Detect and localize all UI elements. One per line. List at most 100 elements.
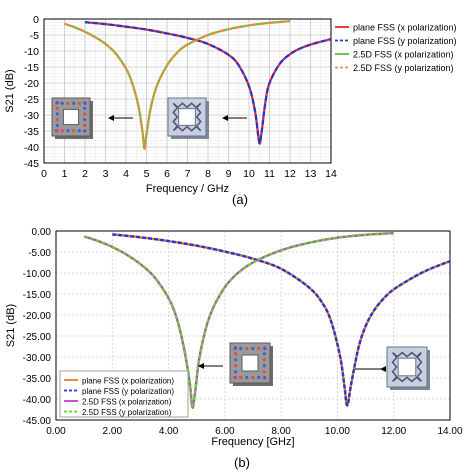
via-dot bbox=[55, 112, 59, 116]
caption-a: (a) bbox=[232, 192, 248, 207]
x-tick-label: 1 bbox=[62, 168, 68, 180]
via-dot bbox=[83, 112, 87, 116]
x-tick-label: 11 bbox=[264, 168, 275, 180]
via-dot bbox=[251, 347, 255, 351]
y-tick-label: -30.00 bbox=[23, 353, 52, 364]
via-dot bbox=[83, 129, 87, 133]
y-tick-label: -45 bbox=[24, 158, 39, 170]
via-dot bbox=[257, 347, 261, 351]
x-tick-label: 13 bbox=[305, 168, 317, 180]
x-tick-label: 12 bbox=[284, 168, 296, 180]
via-dot bbox=[55, 129, 59, 133]
via-dot bbox=[234, 352, 238, 356]
via-dot bbox=[245, 347, 249, 351]
x-tick-label: 4 bbox=[123, 168, 129, 180]
y-tick-label: -15.00 bbox=[23, 290, 52, 301]
via-dot bbox=[262, 358, 266, 362]
y-tick-label: -35.00 bbox=[23, 374, 52, 385]
via-dot bbox=[234, 364, 238, 368]
via-dot bbox=[234, 346, 238, 350]
via-dot bbox=[60, 129, 64, 133]
unit-cell-hole bbox=[62, 108, 80, 126]
x-tick-label: 8 bbox=[205, 168, 211, 180]
annotation-arrow-head bbox=[222, 115, 228, 121]
via-dot bbox=[263, 347, 267, 351]
chart-panel-b: 0.00 2.00 4.00 6.00 8.00 10.00 12.00 14.000.00-… bbox=[5, 227, 463, 448]
y-tick-label: -20 bbox=[24, 78, 39, 90]
x-tick-label: 10 bbox=[243, 168, 255, 180]
via-dot bbox=[234, 376, 238, 380]
y-tick-label: -40 bbox=[24, 142, 39, 154]
unit-cell-hole bbox=[241, 354, 259, 372]
plot-frame bbox=[55, 230, 451, 421]
y-tick-label: 0.00 bbox=[32, 227, 52, 238]
via-dot bbox=[77, 101, 81, 105]
via-dot bbox=[262, 364, 266, 368]
y-tick-label: -5 bbox=[30, 30, 39, 42]
via-dot bbox=[83, 118, 87, 122]
series-line-2 bbox=[64, 20, 291, 151]
chart-panel-a: 0 1 2 3 4 5 6 7 8 9 10 11 12 13 140-5-10-15-20-25-30-3… bbox=[4, 14, 457, 195]
legend-entry-2: 2.5D FSS (x polarization) bbox=[353, 50, 454, 60]
via-dot bbox=[83, 106, 87, 110]
legend-entry-1: plane FSS (y polarization) bbox=[353, 36, 457, 46]
x-tick-label: 14.00 bbox=[437, 426, 462, 437]
via-dot bbox=[234, 358, 238, 362]
y-tick-label: -15 bbox=[24, 62, 39, 74]
via-dot bbox=[77, 129, 81, 133]
x-tick-label: 10.00 bbox=[325, 426, 350, 437]
legend: plane FSS (x polarization)plane FSS (y p… bbox=[59, 370, 189, 418]
via-dot bbox=[251, 375, 255, 379]
via-dot bbox=[72, 129, 76, 133]
y-tick-label: -40.00 bbox=[23, 395, 52, 406]
annotation-arrow-head bbox=[198, 363, 204, 369]
x-tick-label: 8.00 bbox=[271, 426, 291, 437]
via-dot bbox=[239, 347, 243, 351]
y-tick-label: -35 bbox=[24, 126, 39, 138]
x-tick-label: 4.00 bbox=[159, 426, 179, 437]
x-tick-label: 5 bbox=[144, 168, 150, 180]
via-dot bbox=[83, 101, 87, 105]
y-tick-label: -20.00 bbox=[23, 311, 52, 322]
annotation-arrow-head bbox=[108, 115, 114, 121]
x-tick-label: 6 bbox=[164, 168, 170, 180]
caption-b: (b) bbox=[234, 455, 250, 470]
via-dot bbox=[83, 123, 87, 127]
y-tick-label: -25 bbox=[24, 94, 39, 106]
x-tick-label: 14 bbox=[325, 168, 337, 180]
via-dot bbox=[262, 352, 266, 356]
y-tick-label: 0 bbox=[33, 14, 39, 26]
via-dot bbox=[234, 370, 238, 374]
x-tick-label: 0 bbox=[41, 168, 47, 180]
legend-entry-0: plane FSS (x polarization) bbox=[353, 23, 457, 33]
unit-cell-hole bbox=[178, 108, 196, 126]
legend-entry-3: 2.5D FSS (y polarization) bbox=[82, 408, 172, 417]
x-tick-label: 9 bbox=[226, 168, 232, 180]
y-tick-label: -5.00 bbox=[28, 248, 51, 259]
unit-cell-hole bbox=[397, 357, 417, 377]
plot-frame bbox=[43, 18, 332, 164]
x-tick-label: 2 bbox=[82, 168, 88, 180]
via-dot bbox=[60, 101, 64, 105]
x-tick-label: 0.00 bbox=[46, 426, 66, 437]
x-tick-label: 3 bbox=[103, 168, 109, 180]
x-axis-label: Frequency [GHz] bbox=[211, 436, 294, 448]
unit-cell-zigzag bbox=[172, 102, 202, 132]
via-dot bbox=[245, 375, 249, 379]
via-dot bbox=[239, 375, 243, 379]
legend-box bbox=[59, 370, 189, 418]
legend-entry-2: 2.5D FSS (x polarization) bbox=[82, 398, 172, 407]
via-dot bbox=[55, 106, 59, 110]
via-dot bbox=[55, 118, 59, 122]
legend-entry-1: plane FSS (y polarization) bbox=[82, 387, 174, 396]
y-tick-label: -25.00 bbox=[23, 332, 52, 343]
y-tick-label: -10 bbox=[24, 46, 39, 58]
legend-entry-3: 2.5D FSS (y polarization) bbox=[353, 63, 454, 73]
y-axis-label: S21 (dB) bbox=[4, 69, 16, 112]
series-line-1 bbox=[112, 233, 450, 407]
via-dot bbox=[262, 370, 266, 374]
via-dot bbox=[257, 375, 261, 379]
y-tick-label: -10.00 bbox=[23, 269, 52, 280]
via-dot bbox=[66, 129, 70, 133]
series-line-3 bbox=[83, 231, 394, 409]
